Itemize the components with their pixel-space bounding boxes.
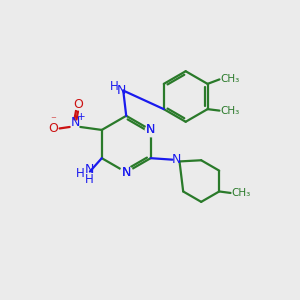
Text: O: O — [73, 98, 83, 111]
Text: N: N — [84, 163, 94, 176]
Text: N: N — [117, 84, 127, 97]
Text: H: H — [76, 167, 85, 179]
Text: N: N — [122, 166, 131, 179]
Text: H: H — [85, 173, 93, 186]
Text: H: H — [110, 80, 119, 94]
Text: N: N — [122, 166, 131, 179]
Text: CH₃: CH₃ — [231, 188, 250, 198]
Text: CH₃: CH₃ — [220, 74, 239, 84]
Text: N: N — [171, 153, 181, 166]
Text: N: N — [70, 116, 80, 129]
Text: ⁻: ⁻ — [50, 115, 56, 125]
Text: O: O — [48, 122, 58, 135]
Text: +: + — [77, 112, 86, 122]
Text: N: N — [146, 123, 155, 136]
Text: N: N — [146, 123, 155, 136]
Text: CH₃: CH₃ — [220, 106, 239, 116]
